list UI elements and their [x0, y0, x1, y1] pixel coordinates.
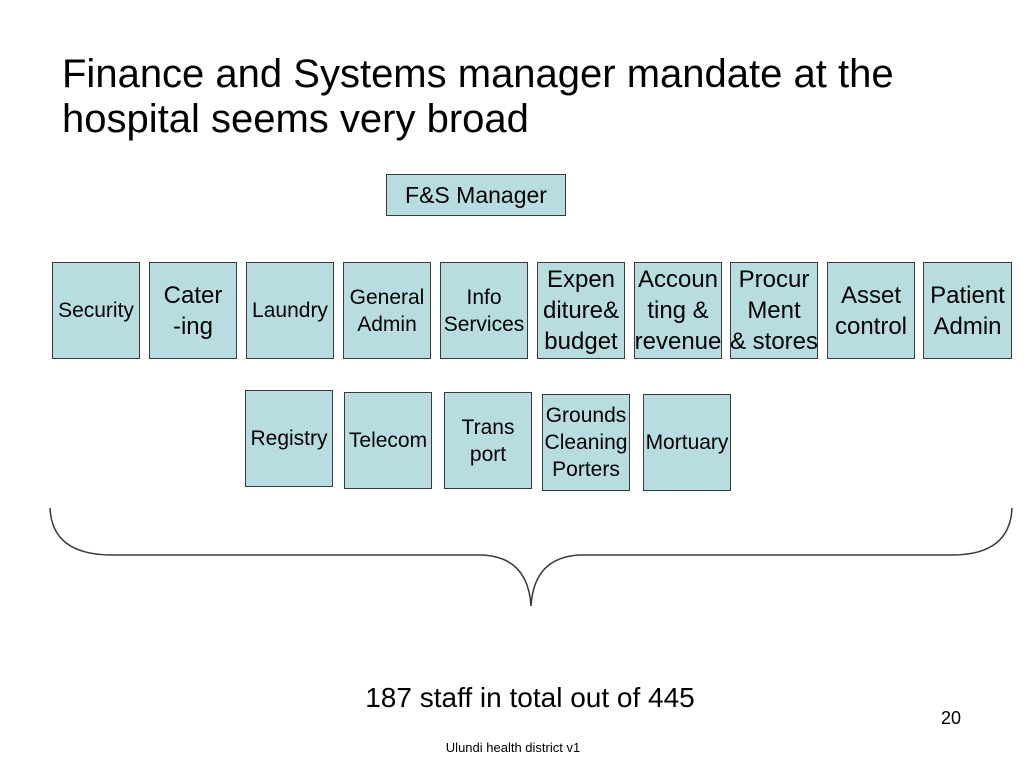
- box-label: budget: [544, 328, 618, 355]
- box-label: General: [349, 285, 425, 309]
- box-label: Telecom: [348, 429, 428, 452]
- box-label: Admin: [933, 312, 1002, 340]
- box-label: Registry: [250, 427, 328, 450]
- box-procurement-stores: Procur Ment & stores: [730, 262, 818, 359]
- box-label: Admin: [357, 312, 417, 336]
- box-label: -ing: [172, 312, 214, 340]
- slide-footer: Ulundi health district v1: [445, 740, 581, 755]
- box-label: port: [469, 442, 507, 466]
- box-label: Procur: [738, 266, 810, 293]
- box-label: diture&: [542, 297, 620, 324]
- box-asset-control: Asset control: [827, 262, 915, 359]
- box-label: Porters: [552, 458, 620, 481]
- box-label: Services: [443, 312, 525, 336]
- box-general-admin: General Admin: [343, 262, 431, 359]
- slide-number: 20: [940, 708, 962, 728]
- box-laundry: Laundry: [246, 262, 334, 359]
- box-label: Laundry: [252, 299, 328, 322]
- box-expenditure-budget: Expen diture& budget: [537, 262, 625, 359]
- staff-summary: 187 staff in total out of 445: [365, 682, 695, 713]
- box-label: Expen: [546, 266, 616, 293]
- box-catering: Cater -ing: [149, 262, 237, 359]
- brace-path: [49, 507, 1013, 607]
- box-label: Cater: [163, 281, 223, 309]
- box-label: Security: [58, 299, 134, 322]
- box-telecom: Telecom: [344, 392, 432, 489]
- box-label: & stores: [729, 328, 819, 355]
- box-mortuary: Mortuary: [643, 394, 731, 491]
- box-label: Info: [466, 285, 502, 309]
- slide-title: Finance and Systems manager mandate at t…: [62, 52, 894, 141]
- box-label: Trans: [461, 415, 515, 439]
- box-label: Mortuary: [645, 431, 729, 454]
- box-label: Grounds: [545, 404, 627, 427]
- box-label: Ment: [747, 297, 801, 324]
- box-label: Cleaning: [544, 431, 628, 454]
- box-label: control: [834, 312, 908, 340]
- box-label: Accoun: [637, 266, 719, 293]
- box-label: revenue: [634, 328, 722, 355]
- box-grounds-cleaning-porters: Grounds Cleaning Porters: [542, 394, 630, 491]
- box-info-services: Info Services: [440, 262, 528, 359]
- box-registry: Registry: [245, 390, 333, 487]
- box-transport: Trans port: [444, 392, 532, 489]
- box-security: Security: [52, 262, 140, 359]
- box-patient-admin: Patient Admin: [923, 262, 1012, 359]
- box-label: Asset: [840, 281, 902, 309]
- box-accounting-revenue: Accoun ting & revenue: [634, 262, 722, 359]
- box-label: ting &: [647, 297, 709, 324]
- box-fs-manager: F&S Manager: [386, 174, 566, 216]
- box-label: F&S Manager: [405, 181, 547, 208]
- box-label: Patient: [930, 281, 1005, 309]
